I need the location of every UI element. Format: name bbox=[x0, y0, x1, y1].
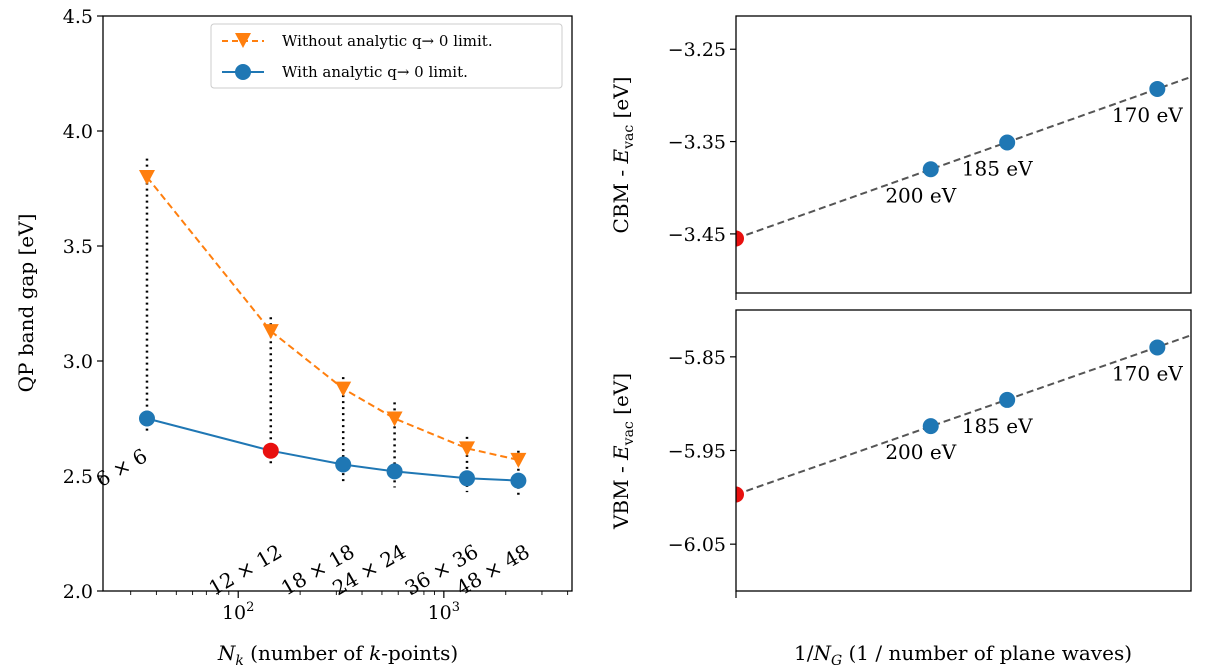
legend-box bbox=[210, 23, 563, 89]
vbm-ytick-label-2: −6.05 bbox=[668, 534, 726, 556]
vbm-y-axis-label: VBM - Evac [eV] bbox=[609, 373, 637, 530]
cbm-ytick-label-2: −3.45 bbox=[668, 224, 726, 246]
series-line-1 bbox=[146, 417, 519, 482]
left-y-axis-label: QP band gap [eV] bbox=[14, 214, 38, 393]
grid-label-0: 6 × 6 bbox=[92, 444, 152, 492]
cbm-chart-ticks: −3.25 −3.35 −3.45 bbox=[668, 39, 737, 300]
series-0-point-3 bbox=[386, 411, 403, 427]
legend-marker-with bbox=[235, 64, 251, 80]
series-0-point-2 bbox=[335, 381, 352, 397]
cbm-chart-frame bbox=[735, 15, 1192, 294]
legend-label-with: With analytic q→ 0 limit. bbox=[282, 63, 468, 81]
series-1-point-2 bbox=[335, 456, 352, 473]
left-ytick-label-0: 2.0 bbox=[63, 581, 93, 603]
series-0-point-0 bbox=[138, 170, 155, 185]
cbm-point-label-1: 185 eV bbox=[962, 156, 1033, 180]
left-chart-frame bbox=[102, 15, 573, 592]
cbm-point-2 bbox=[1149, 80, 1166, 97]
vbm-point-label-0: 200 eV bbox=[885, 440, 956, 464]
left-ytick-label-4: 4.0 bbox=[63, 121, 93, 143]
series-1-point-3 bbox=[386, 463, 403, 480]
series-0-point-5 bbox=[510, 452, 527, 468]
vbm-ytick-label-1: −5.95 bbox=[668, 441, 726, 463]
vbm-point-0 bbox=[922, 418, 939, 435]
vbm-chart-marks bbox=[736, 334, 1191, 503]
vbm-point-label-2: 170 eV bbox=[1112, 361, 1183, 385]
series-1-point-1 bbox=[262, 442, 279, 459]
cbm-point-1 bbox=[999, 134, 1016, 151]
left-ytick-label-3: 3.5 bbox=[63, 236, 93, 258]
left-chart-ticks: 2.0 2.5 3.0 3.5 4.0 4.5 102 103 bbox=[63, 6, 569, 624]
cbm-fit-line bbox=[736, 75, 1191, 240]
legend-marker-without bbox=[235, 33, 251, 48]
series-1-point-0 bbox=[138, 410, 155, 427]
left-chart-legend: Without analytic q→ 0 limit. With analyt… bbox=[210, 23, 563, 89]
cbm-point-label-2: 170 eV bbox=[1112, 103, 1183, 127]
cbm-point-label-0: 200 eV bbox=[885, 183, 956, 207]
cbm-point-0 bbox=[922, 161, 939, 178]
series-0-point-1 bbox=[262, 324, 279, 340]
vbm-fit-line bbox=[736, 334, 1191, 496]
left-xtick-label-1: 103 bbox=[428, 600, 460, 624]
cbm-ytick-label-1: −3.35 bbox=[668, 132, 726, 154]
series-0-point-4 bbox=[458, 441, 475, 457]
vbm-ytick-label-0: −5.85 bbox=[668, 347, 726, 369]
series-1-point-4 bbox=[458, 470, 475, 487]
cbm-y-axis-label: CBM - Evac [eV] bbox=[609, 77, 637, 234]
cbm-chart-marks bbox=[736, 75, 1191, 247]
left-ytick-label-5: 4.5 bbox=[63, 6, 93, 28]
series-1-point-5 bbox=[510, 472, 527, 489]
vbm-point-label-1: 185 eV bbox=[962, 414, 1033, 438]
vbm-extrapolated-point bbox=[736, 486, 744, 503]
right-x-axis-label: 1/NG (1 / number of plane waves) bbox=[794, 641, 1132, 669]
cbm-ytick-label-0: −3.25 bbox=[668, 39, 726, 61]
series-line-0 bbox=[146, 176, 519, 461]
vbm-point-1 bbox=[999, 391, 1016, 408]
left-ytick-label-1: 2.5 bbox=[63, 466, 93, 488]
left-ytick-label-2: 3.0 bbox=[63, 351, 93, 373]
cbm-extrapolated-point bbox=[736, 230, 744, 247]
vbm-chart-ticks: −5.85 −5.95 −6.05 bbox=[668, 347, 737, 598]
left-chart-marks bbox=[138, 158, 527, 497]
vbm-point-2 bbox=[1149, 339, 1166, 356]
vbm-chart-frame bbox=[735, 309, 1192, 592]
left-xtick-label-0: 102 bbox=[222, 600, 254, 624]
left-x-axis-label: Nk (number of k-points) bbox=[217, 641, 458, 669]
legend-label-without: Without analytic q→ 0 limit. bbox=[282, 32, 493, 50]
